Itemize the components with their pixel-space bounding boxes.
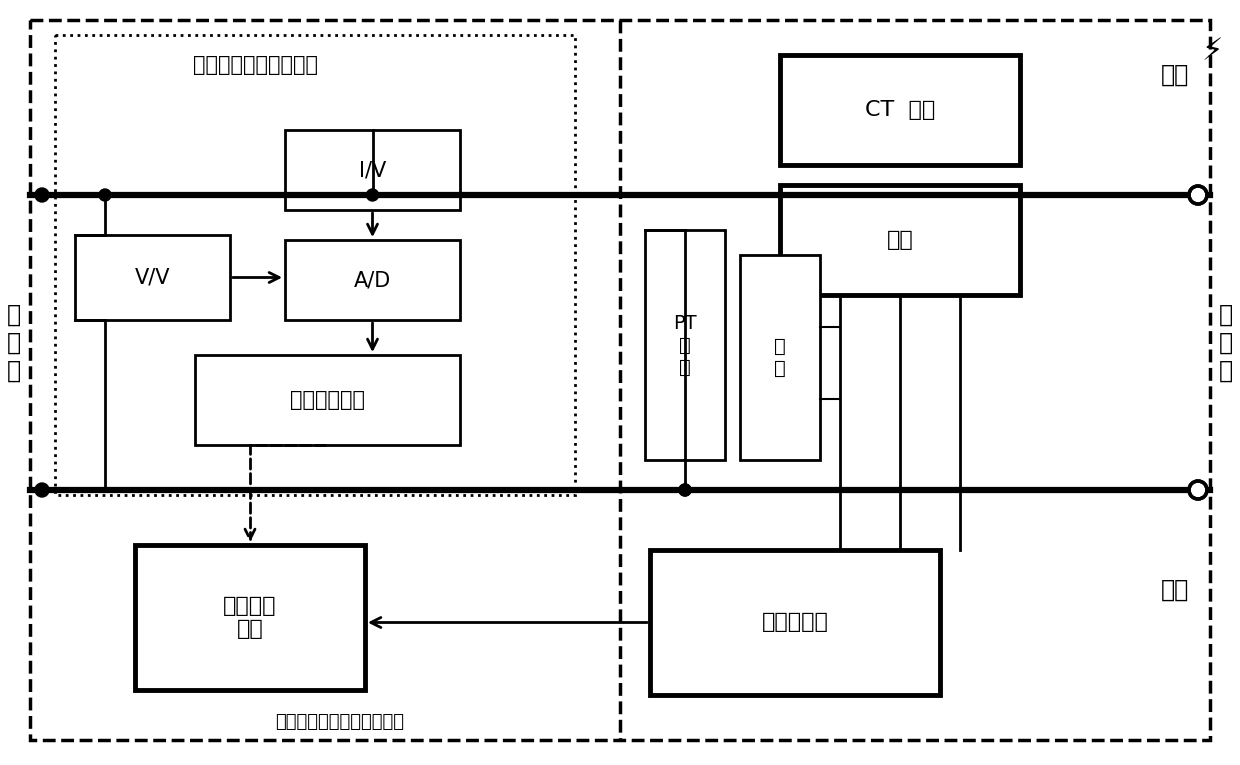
Circle shape <box>35 483 50 497</box>
Bar <box>285 240 460 320</box>
Bar <box>740 255 820 460</box>
Bar <box>780 185 1021 295</box>
Bar <box>645 230 725 460</box>
Bar <box>650 550 940 695</box>
Text: PT
原
级: PT 原 级 <box>673 314 697 376</box>
Text: 高压电能计量现场校准装置: 高压电能计量现场校准装置 <box>275 713 404 731</box>
Text: 高压: 高压 <box>1161 63 1189 87</box>
Circle shape <box>35 188 50 202</box>
Text: 低压: 低压 <box>1161 578 1189 602</box>
Circle shape <box>367 189 378 201</box>
Text: 用
户
端: 用 户 端 <box>1219 303 1233 382</box>
Text: 次
级: 次 级 <box>774 337 786 378</box>
Text: 供
电
端: 供 电 端 <box>7 303 21 382</box>
Text: ⚡: ⚡ <box>1202 37 1223 67</box>
Text: 电能测算单元: 电能测算单元 <box>290 390 365 410</box>
Circle shape <box>1189 186 1207 204</box>
Bar <box>135 545 365 690</box>
Bar <box>285 130 460 210</box>
Text: 数据处理
设备: 数据处理 设备 <box>223 596 277 639</box>
Text: A/D: A/D <box>353 270 391 290</box>
Bar <box>780 55 1021 165</box>
Text: I/V: I/V <box>358 160 386 180</box>
Text: 次级: 次级 <box>887 230 914 250</box>
Text: CT  原级: CT 原级 <box>864 100 935 120</box>
Circle shape <box>99 189 112 201</box>
Text: 低压电能表: 低压电能表 <box>761 613 828 633</box>
Circle shape <box>680 484 691 496</box>
Bar <box>74 235 229 320</box>
Bar <box>195 355 460 445</box>
Circle shape <box>1189 481 1207 499</box>
Bar <box>55 35 575 495</box>
Circle shape <box>680 484 691 496</box>
Text: V/V: V/V <box>135 268 170 288</box>
Text: 标准高压电能测量装置: 标准高压电能测量装置 <box>192 55 317 75</box>
